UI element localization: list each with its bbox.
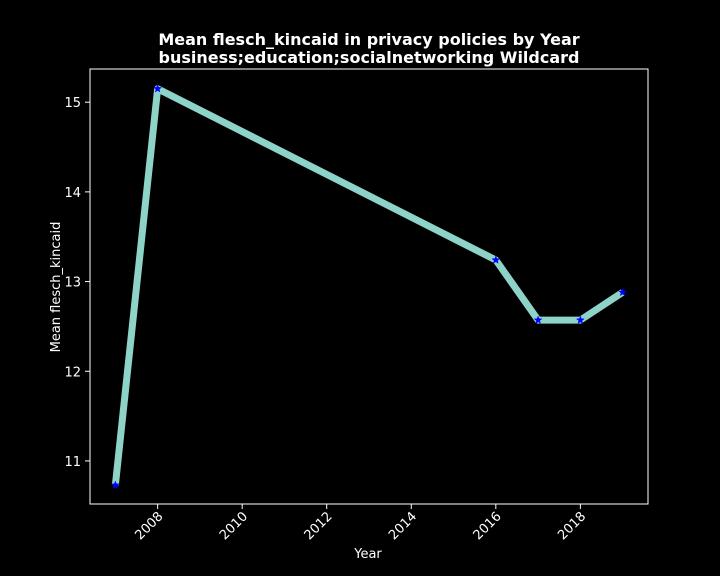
data-point-marker	[491, 255, 501, 264]
data-point-marker	[110, 480, 120, 489]
series-line	[111, 85, 625, 486]
chart-subtitle: business;education;socialnetworking Wild…	[159, 48, 580, 67]
y-tick-label: 12	[64, 365, 81, 380]
data-point-marker	[618, 287, 628, 297]
data-point-marker	[575, 315, 585, 324]
chart-title: Mean flesch_kincaid in privacy policies …	[158, 30, 579, 49]
y-tick-label: 15	[64, 96, 81, 111]
y-tick-label: 11	[64, 455, 81, 470]
data-point-marker	[153, 84, 163, 93]
y-axis-label: Mean flesch_kincaid	[49, 222, 64, 353]
x-axis-label: Year	[353, 547, 382, 562]
y-tick-label: 13	[64, 276, 81, 291]
data-point-marker	[533, 315, 543, 324]
series-layer	[110, 84, 628, 489]
y-axis-ticks: 11 12 13 14 15	[64, 96, 90, 470]
y-tick-label: 14	[64, 186, 81, 201]
plot-frame	[89, 68, 649, 505]
